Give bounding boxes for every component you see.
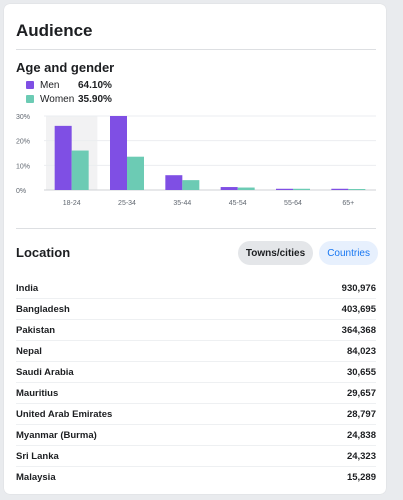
bar-men <box>331 189 348 190</box>
location-name: Pakistan <box>16 325 55 336</box>
location-row: Sri Lanka 24,323 <box>16 446 376 467</box>
location-title: Location <box>16 245 70 260</box>
legend-label: Men <box>40 80 78 91</box>
bar-women <box>182 180 199 190</box>
age-gender-title: Age and gender <box>16 60 114 75</box>
location-name: India <box>16 283 38 294</box>
location-row: Bangladesh 403,695 <box>16 299 376 320</box>
y-tick-label: 0% <box>16 188 26 195</box>
legend-value: 35.90% <box>78 94 112 105</box>
card-title: Audience <box>16 21 93 41</box>
legend-label: Women <box>40 94 78 105</box>
location-value: 30,655 <box>347 367 376 378</box>
bar-women <box>238 188 255 190</box>
x-tick-label: 18-24 <box>63 200 81 207</box>
tab-countries[interactable]: Countries <box>319 241 378 265</box>
location-row: United Arab Emirates 28,797 <box>16 404 376 425</box>
men-swatch <box>26 81 34 89</box>
x-tick-label: 45-54 <box>229 200 247 207</box>
location-row: Mauritius 29,657 <box>16 383 376 404</box>
y-tick-label: 10% <box>16 163 30 170</box>
page-edge <box>391 0 403 500</box>
bar-men <box>165 175 182 190</box>
bar-women <box>127 157 144 190</box>
location-row: India 930,976 <box>16 278 376 299</box>
legend-item-women: Women 35.90% <box>26 92 112 106</box>
x-tick-label: 55-64 <box>284 200 302 207</box>
age-gender-chart: 0% 10% 20% 30% 18-24 25-34 35-44 45-54 55-64 65+ <box>16 108 376 214</box>
y-tick-label: 30% <box>16 114 30 121</box>
bar-men <box>221 187 238 190</box>
bar-women <box>293 189 310 190</box>
location-value: 84,023 <box>347 346 376 357</box>
legend-item-men: Men 64.10% <box>26 78 112 92</box>
audience-card: Audience Age and gender Men 64.10% Women… <box>4 4 386 494</box>
title-divider <box>16 49 376 50</box>
bar-men <box>276 189 293 190</box>
tab-towns-cities[interactable]: Towns/cities <box>238 241 313 265</box>
location-name: Bangladesh <box>16 304 70 315</box>
location-row: Myanmar (Burma) 24,838 <box>16 425 376 446</box>
location-value: 364,368 <box>342 325 376 336</box>
location-tabs: Towns/cities Countries <box>238 241 378 265</box>
location-name: Nepal <box>16 346 42 357</box>
bar-men <box>55 126 72 190</box>
legend-value: 64.10% <box>78 80 112 91</box>
bar-men <box>110 116 127 190</box>
location-value: 403,695 <box>342 304 376 315</box>
location-row: Pakistan 364,368 <box>16 320 376 341</box>
location-value: 24,838 <box>347 430 376 441</box>
location-list: India 930,976 Bangladesh 403,695 Pakistan 364… <box>16 278 376 487</box>
location-name: Myanmar (Burma) <box>16 430 97 441</box>
x-tick-label: 25-34 <box>118 200 136 207</box>
location-value: 15,289 <box>347 472 376 483</box>
women-swatch <box>26 95 34 103</box>
section-divider <box>16 228 376 229</box>
location-value: 930,976 <box>342 283 376 294</box>
location-value: 29,657 <box>347 388 376 399</box>
location-value: 28,797 <box>347 409 376 420</box>
location-value: 24,323 <box>347 451 376 462</box>
location-name: United Arab Emirates <box>16 409 112 420</box>
bar-women <box>72 151 89 190</box>
x-tick-label: 65+ <box>342 200 354 207</box>
location-name: Sri Lanka <box>16 451 59 462</box>
location-row: Nepal 84,023 <box>16 341 376 362</box>
location-name: Saudi Arabia <box>16 367 74 378</box>
bar-women <box>348 189 365 190</box>
location-name: Mauritius <box>16 388 58 399</box>
chart-legend: Men 64.10% Women 35.90% <box>26 78 112 106</box>
location-name: Malaysia <box>16 472 56 483</box>
x-tick-label: 35-44 <box>173 200 191 207</box>
location-row: Saudi Arabia 30,655 <box>16 362 376 383</box>
y-tick-label: 20% <box>16 139 30 146</box>
location-row: Malaysia 15,289 <box>16 467 376 487</box>
